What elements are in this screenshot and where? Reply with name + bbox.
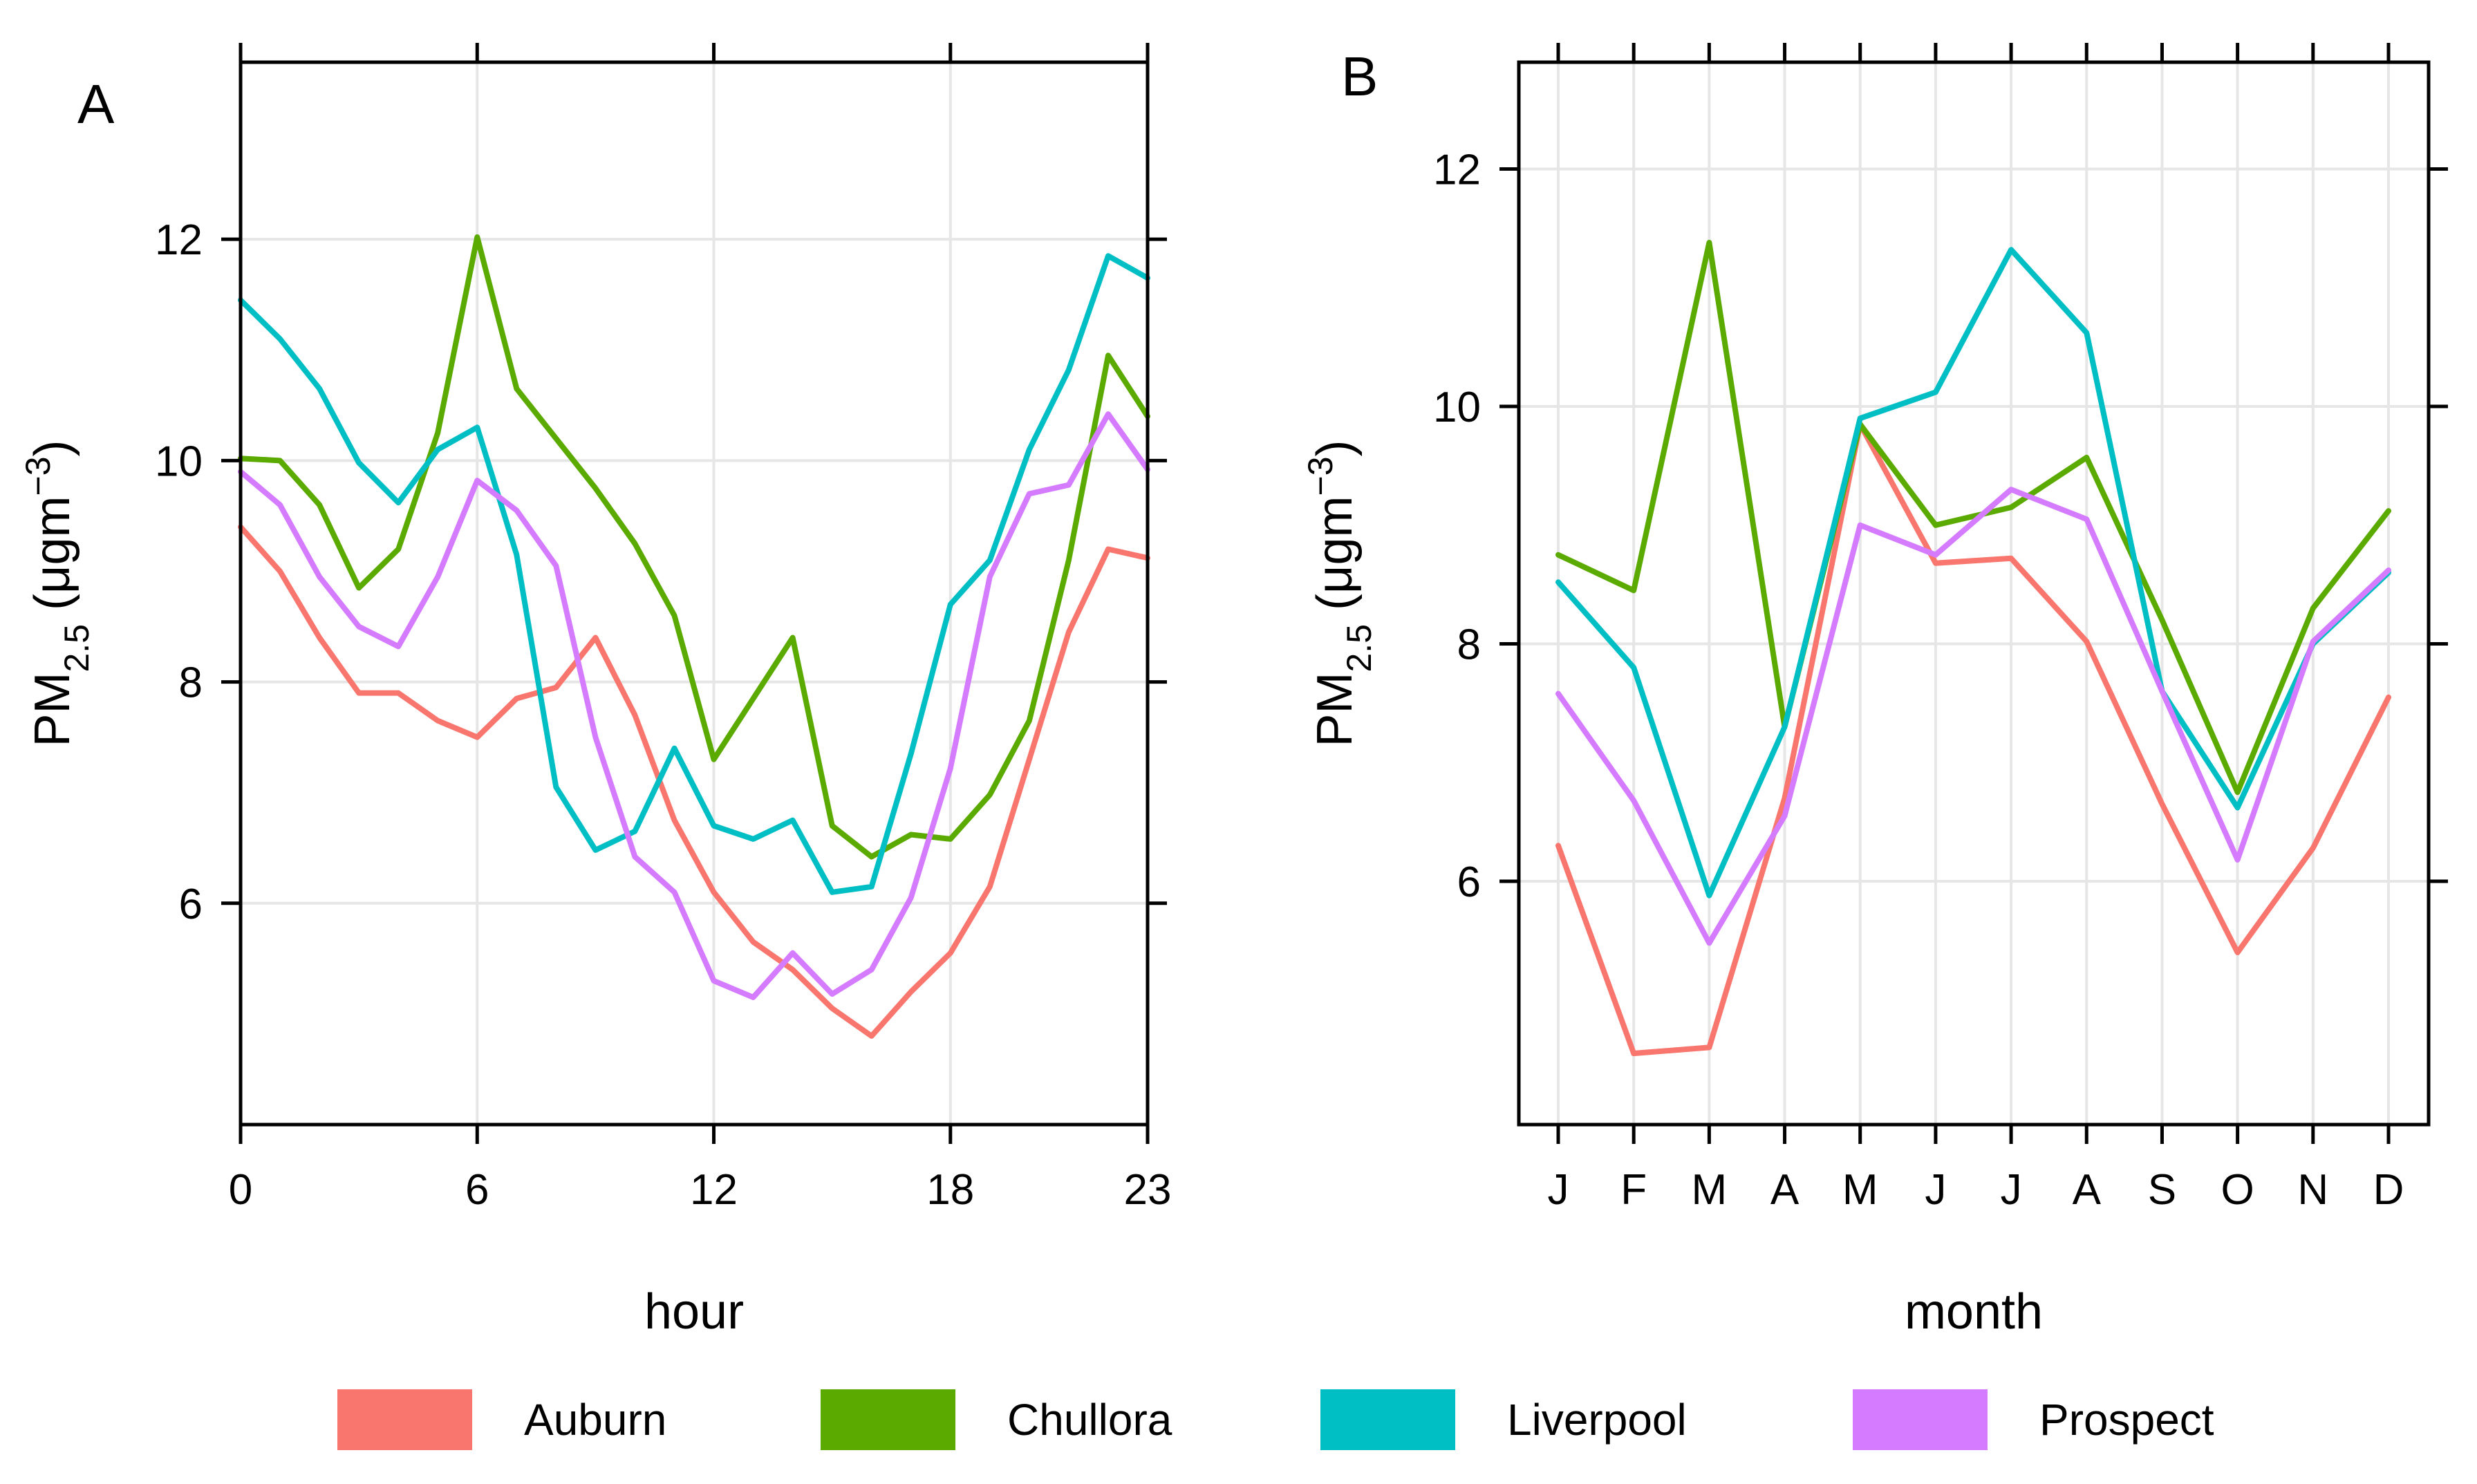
y-tick-label: 12 (1433, 147, 1481, 194)
x-tick-label: F (1620, 1166, 1647, 1214)
x-tick-label: M (1842, 1166, 1878, 1214)
x-tick-label: M (1692, 1166, 1728, 1214)
x-tick-label: 18 (926, 1166, 974, 1214)
series-line-auburn (238, 524, 1150, 1039)
x-tick-label: A (1770, 1166, 1800, 1214)
panel-a: 0 6 12 18 23 6 8 10 12 hour PM2.5 (μgm−3) A (19, 43, 1171, 1340)
series-line-liverpool (238, 253, 1150, 895)
x-tick-label: N (2297, 1166, 2328, 1214)
x-tick-label: J (1925, 1166, 1946, 1214)
y-axis-title: PM2.5 (μgm−3) (1301, 440, 1378, 747)
legend-swatch-chullora (821, 1389, 955, 1450)
y-tick-label: 6 (179, 881, 203, 928)
panel-letter: B (1341, 46, 1378, 107)
y-tick-label: 8 (1457, 621, 1481, 668)
y-tick-label: 10 (1433, 384, 1481, 431)
x-tick-label: 6 (465, 1166, 489, 1214)
y-tick-label: 10 (155, 438, 203, 485)
y-tick-label: 12 (155, 216, 203, 264)
legend: Auburn Chullora Liverpool Prospect (337, 1389, 2214, 1450)
y-tick-label: 8 (179, 659, 203, 707)
x-tick-label: A (2073, 1166, 2102, 1214)
x-axis-title: month (1905, 1284, 2043, 1340)
x-tick-label: D (2373, 1166, 2404, 1214)
legend-label-prospect: Prospect (2039, 1395, 2214, 1445)
series-line-chullora (238, 234, 1150, 860)
plot-frame (1517, 60, 2431, 1127)
x-tick-label: S (2148, 1166, 2176, 1214)
y-axis-title: PM2.5 (μgm−3) (19, 440, 96, 747)
x-tick-label: O (2221, 1166, 2254, 1214)
x-tick-label: J (2001, 1166, 2022, 1214)
series-line-prospect (238, 411, 1150, 1000)
plot-frame (239, 60, 1150, 1127)
y-tick-label: 6 (1457, 858, 1481, 906)
legend-label-chullora: Chullora (1007, 1395, 1172, 1445)
x-tick-label: J (1548, 1166, 1569, 1214)
x-tick-label: 0 (229, 1166, 252, 1214)
series-line-chullora (1555, 240, 2391, 796)
series-line-liverpool (1555, 247, 2391, 899)
series-line-prospect (1555, 487, 2391, 946)
x-tick-label: 23 (1124, 1166, 1172, 1214)
series-line-auburn (1555, 421, 2391, 1056)
legend-label-auburn: Auburn (524, 1395, 666, 1445)
legend-swatch-auburn (337, 1389, 472, 1450)
x-tick-label: 12 (690, 1166, 738, 1214)
legend-swatch-liverpool (1320, 1389, 1455, 1450)
legend-swatch-prospect (1853, 1389, 1988, 1450)
x-axis-title: hour (644, 1284, 744, 1340)
legend-label-liverpool: Liverpool (1507, 1395, 1687, 1445)
panel-letter: A (77, 73, 115, 135)
